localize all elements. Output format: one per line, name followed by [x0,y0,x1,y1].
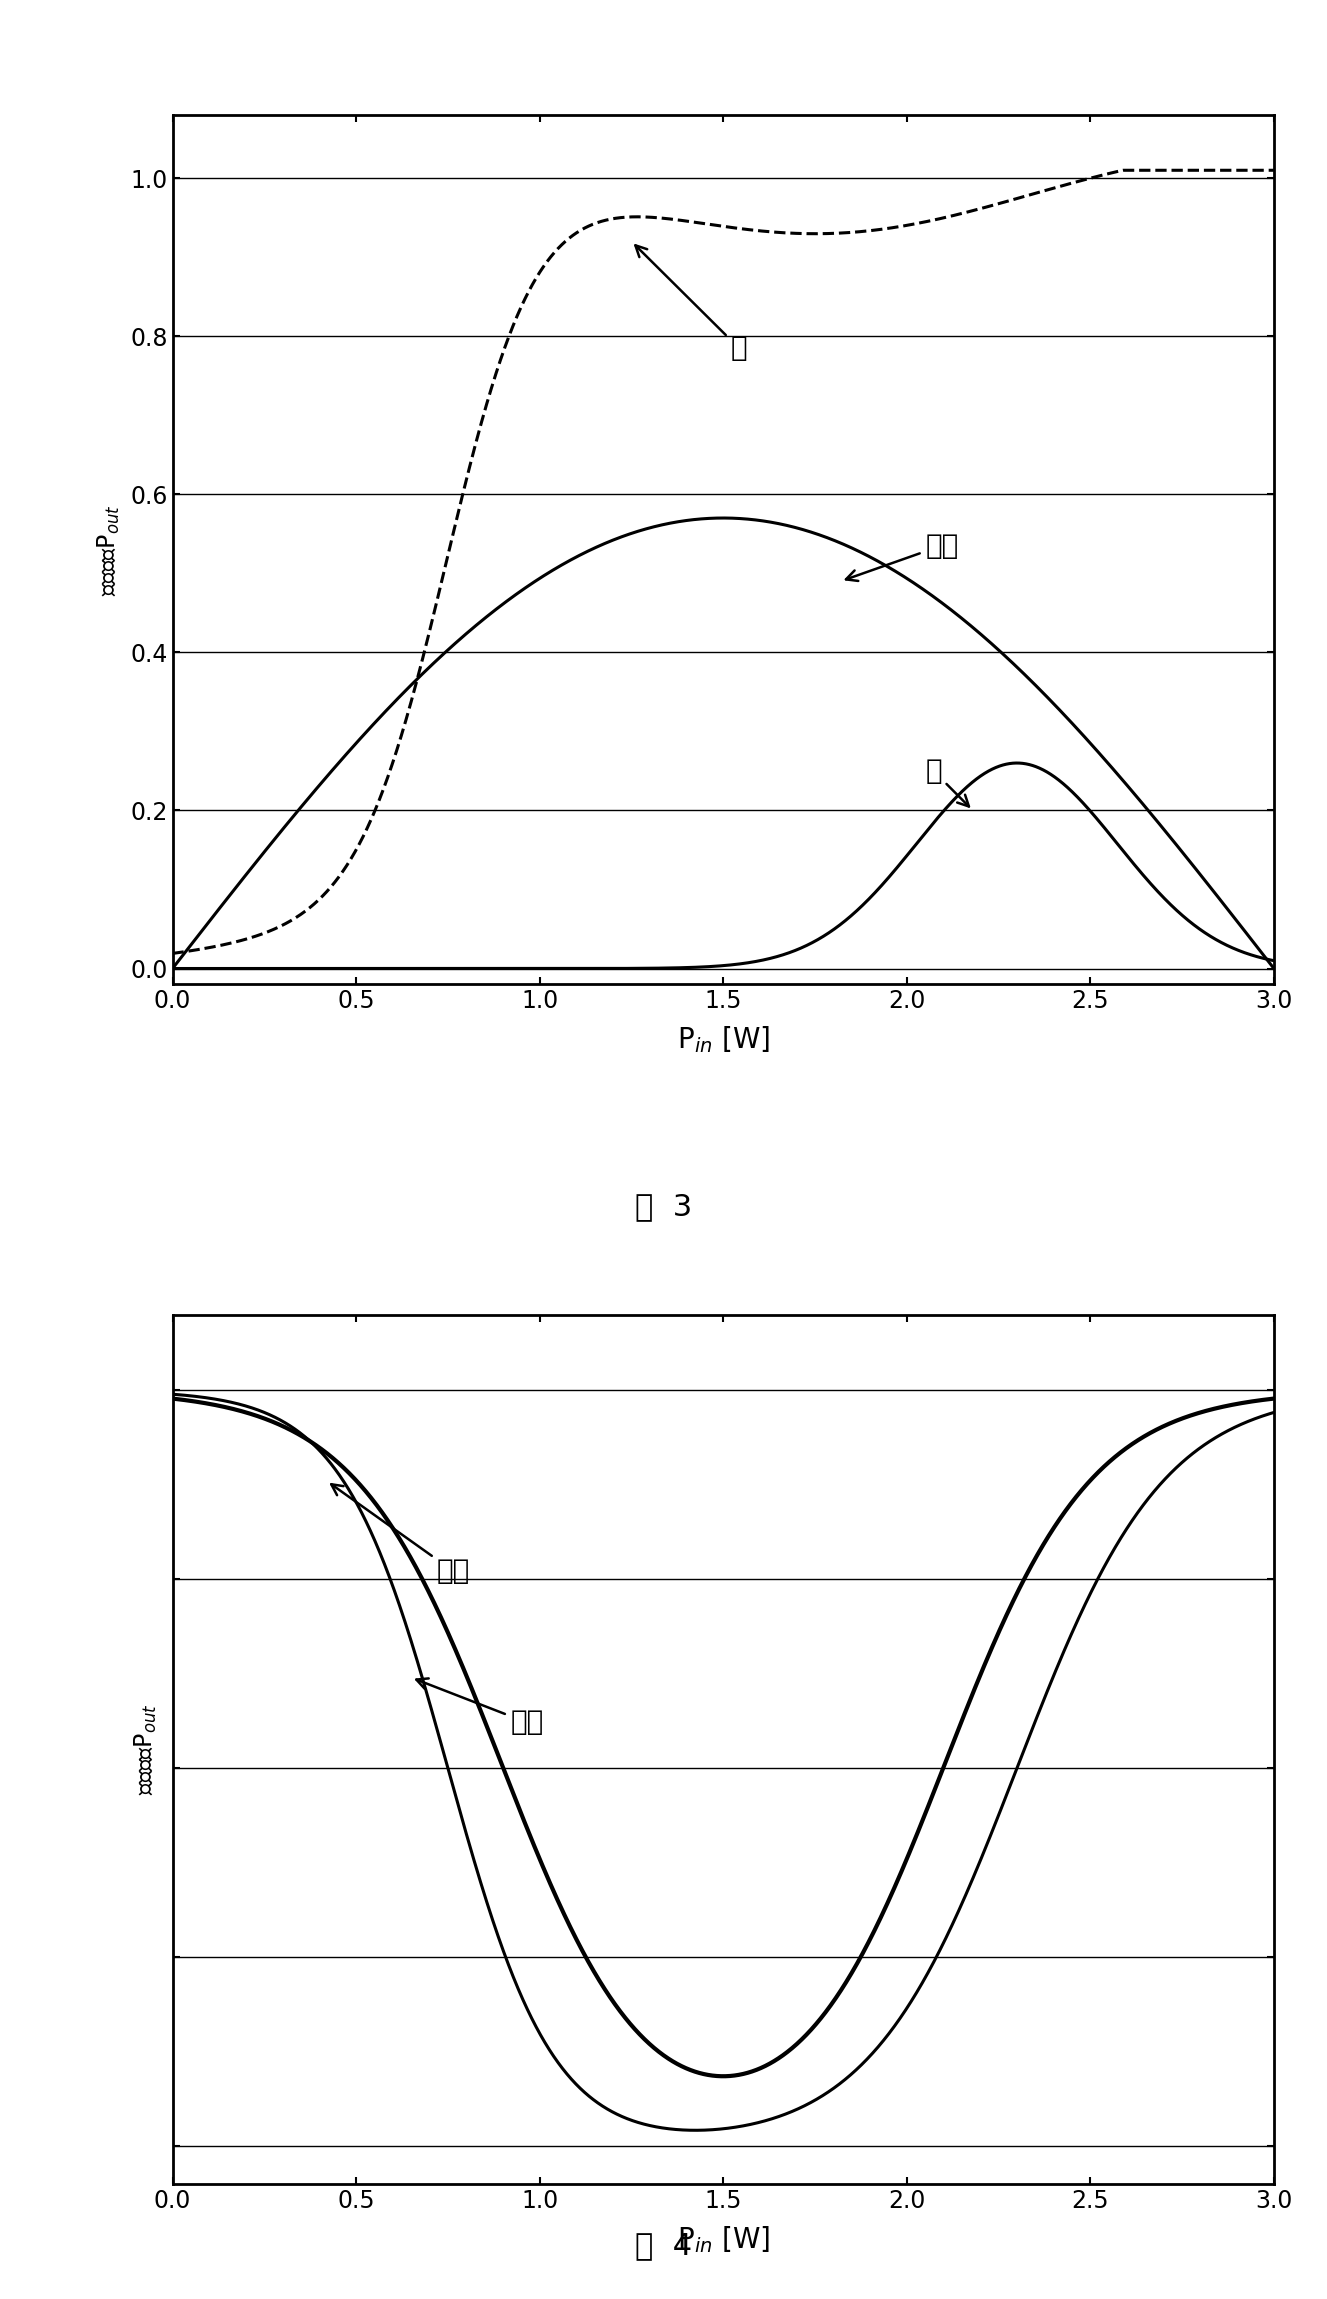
Text: 或: 或 [636,246,747,361]
Text: 异或: 异或 [845,531,958,582]
X-axis label: P$_{in}$ [W]: P$_{in}$ [W] [677,2223,770,2255]
Text: 或非: 或非 [332,1485,470,1586]
X-axis label: P$_{in}$ [W]: P$_{in}$ [W] [677,1025,770,1055]
Text: 同或: 同或 [417,1678,544,1736]
Y-axis label: 归一化的P$_{out}$: 归一化的P$_{out}$ [133,1704,159,1796]
Y-axis label: 归一化的P$_{out}$: 归一化的P$_{out}$ [96,503,122,595]
Text: 图  3: 图 3 [634,1193,693,1221]
Text: 与: 与 [925,756,969,807]
Text: 图  4: 图 4 [634,2232,693,2260]
